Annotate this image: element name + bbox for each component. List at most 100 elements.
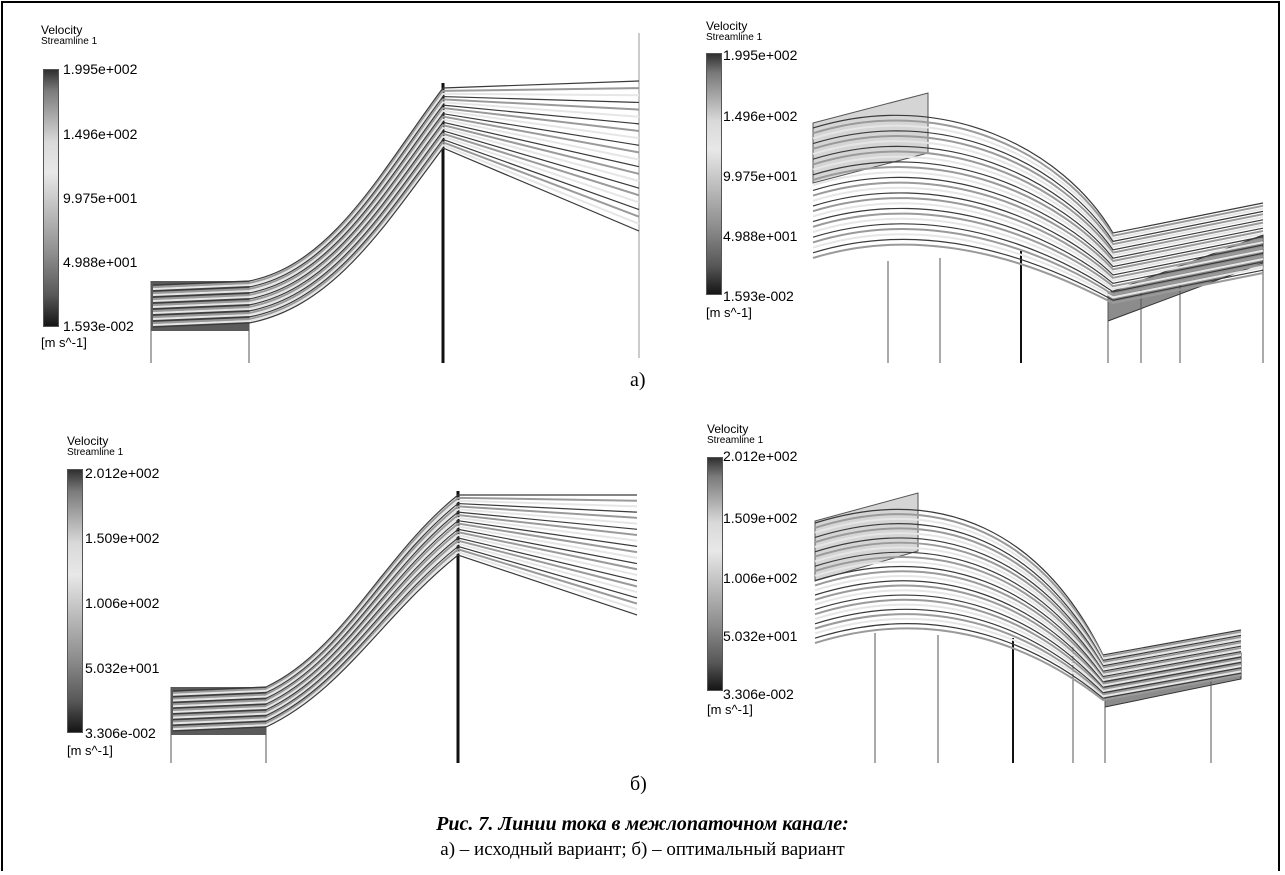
panel-b-right: Velocity Streamline 1 2.012e+002 1.509e+… (643, 423, 1279, 773)
streamline (172, 513, 638, 706)
streamline (812, 212, 1264, 288)
streamline (812, 135, 1264, 246)
streamline (152, 126, 640, 314)
streamline (814, 508, 1242, 656)
legend-tick: 1.995e+002 (723, 47, 798, 63)
streamline (812, 140, 1264, 249)
streamline (172, 525, 638, 713)
legend-unit: [m s^-1] (67, 743, 113, 758)
streamline (814, 513, 1242, 658)
streamline (814, 598, 1242, 691)
streamline (172, 554, 638, 732)
streamline (172, 537, 638, 721)
streamline-plot (170, 491, 638, 763)
legend-unit: [m s^-1] (707, 702, 753, 717)
legend-tick: 1.509e+002 (85, 530, 160, 546)
panel-a-left: Velocity Streamline 1 1.995e+002 1.496e+… (3, 3, 643, 373)
legend-tick: 1.496e+002 (63, 126, 138, 142)
streamline (172, 551, 638, 731)
streamline (812, 207, 1264, 285)
legend-colorbar (706, 53, 722, 295)
streamline (814, 566, 1242, 678)
legend-title: Velocity (707, 422, 749, 436)
streamline (814, 594, 1242, 689)
legend-title: Velocity (41, 23, 83, 37)
panel-a-right: Velocity Streamline 1 1.995e+002 1.496e+… (643, 3, 1279, 373)
streamline (172, 496, 638, 694)
streamline (814, 570, 1242, 680)
legend-tick: 1.496e+002 (723, 108, 798, 124)
streamline (812, 161, 1264, 259)
streamline (152, 101, 640, 296)
streamline (814, 532, 1242, 666)
legend-colorbar (43, 69, 59, 327)
legend-colorbar (707, 457, 723, 691)
streamline (812, 233, 1264, 299)
legend-unit: [m s^-1] (41, 335, 87, 350)
streamline (812, 186, 1264, 274)
legend-tick: 4.988e+001 (63, 254, 138, 270)
legend-unit: [m s^-1] (706, 305, 752, 320)
legend-subtitle: Streamline 1 (41, 36, 98, 47)
streamline (152, 87, 640, 288)
streamline (812, 228, 1264, 296)
legend-tick: 1.995e+002 (63, 61, 138, 77)
streamline (172, 502, 638, 698)
streamline (812, 150, 1264, 254)
legend-tick: 1.006e+002 (85, 595, 160, 611)
streamline (172, 528, 638, 715)
streamline (812, 114, 1264, 234)
streamline (814, 556, 1242, 675)
streamline (814, 623, 1242, 699)
legend-tick: 9.975e+001 (63, 190, 138, 206)
streamline (814, 523, 1242, 662)
streamline (152, 115, 640, 306)
legend-subtitle: Streamline 1 (707, 435, 764, 446)
sublabel-b: б) (630, 773, 647, 795)
legend-tick: 9.975e+001 (723, 168, 798, 184)
legend-tick: 5.032e+001 (85, 660, 160, 676)
legend-tick: 2.012e+002 (723, 448, 798, 464)
streamline (814, 518, 1242, 660)
streamline (814, 580, 1242, 683)
streamline (812, 176, 1264, 268)
legend-tick: 3.306e-002 (723, 686, 794, 702)
sublabel-a: а) (630, 369, 646, 391)
streamline (172, 499, 638, 696)
streamline (812, 238, 1264, 301)
streamline (812, 145, 1264, 251)
streamline (814, 546, 1242, 671)
streamline (152, 95, 640, 292)
legend-tick: 1.006e+002 (723, 570, 798, 586)
streamline (152, 113, 640, 304)
streamline (172, 494, 637, 692)
streamline (812, 130, 1264, 243)
streamline (814, 608, 1242, 694)
streamline (152, 124, 640, 312)
streamline (814, 617, 1242, 698)
streamline-plot-3d (812, 92, 1264, 363)
streamline (152, 92, 640, 290)
figure-caption-text: а) – исходный вариант; б) – оптимальный … (440, 839, 845, 860)
streamline (812, 155, 1264, 257)
legend-colorbar (67, 469, 83, 733)
figure-caption-title: Рис. 7. Линии тока в межлопаточном канал… (436, 813, 849, 835)
streamline (152, 143, 640, 326)
legend-tick: 5.032e+001 (723, 628, 798, 644)
streamline (812, 171, 1264, 265)
streamline (172, 539, 638, 723)
streamline (814, 584, 1242, 685)
streamline (812, 166, 1264, 263)
streamline (172, 522, 638, 712)
panel-b-left: Velocity Streamline 1 2.012e+002 1.509e+… (3, 423, 643, 773)
streamline (152, 121, 640, 310)
streamline (172, 511, 638, 704)
streamline (152, 132, 640, 318)
streamline (152, 106, 640, 300)
streamline (172, 545, 638, 726)
legend-subtitle: Streamline 1 (706, 32, 763, 43)
streamline (812, 217, 1264, 291)
streamline (814, 589, 1242, 687)
streamline (812, 181, 1264, 271)
streamline (172, 533, 638, 719)
